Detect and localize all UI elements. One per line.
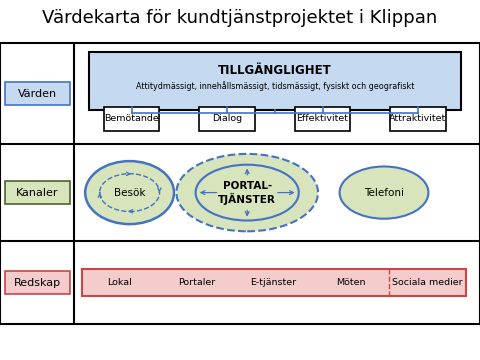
FancyBboxPatch shape: [5, 271, 70, 294]
Text: Kanaler: Kanaler: [16, 188, 59, 198]
Text: Effektivitet: Effektivitet: [297, 114, 348, 123]
FancyBboxPatch shape: [5, 181, 70, 204]
Text: Attraktivitet: Attraktivitet: [389, 114, 446, 123]
Text: Attitydmässigt, innehållsmässigt, tidsmässigt, fysiskt och geografiskt: Attitydmässigt, innehållsmässigt, tidsmä…: [136, 81, 414, 91]
Text: Bemötande: Bemötande: [104, 114, 159, 123]
Ellipse shape: [340, 166, 429, 219]
FancyBboxPatch shape: [199, 107, 255, 131]
Text: Värdekarta för kundtjänstprojektet i Klippan: Värdekarta för kundtjänstprojektet i Kli…: [42, 9, 438, 27]
FancyBboxPatch shape: [5, 82, 70, 105]
FancyBboxPatch shape: [89, 52, 461, 110]
Text: PORTAL-
TJÄNSTER: PORTAL- TJÄNSTER: [218, 181, 276, 204]
FancyBboxPatch shape: [295, 107, 350, 131]
Ellipse shape: [85, 161, 174, 224]
FancyBboxPatch shape: [104, 107, 159, 131]
Ellipse shape: [177, 154, 318, 231]
Text: Portaler: Portaler: [178, 278, 216, 287]
Text: Sociala medier: Sociala medier: [392, 278, 463, 287]
Text: Lokal: Lokal: [108, 278, 132, 287]
Text: TILLGÄNGLIGHET: TILLGÄNGLIGHET: [218, 64, 332, 77]
Text: Redskap: Redskap: [13, 278, 61, 288]
Text: Besök: Besök: [114, 188, 145, 198]
Text: Värden: Värden: [18, 89, 57, 99]
Text: Telefoni: Telefoni: [364, 188, 404, 198]
Text: E-tjänster: E-tjänster: [251, 278, 297, 287]
FancyBboxPatch shape: [390, 107, 445, 131]
Text: Möten: Möten: [336, 278, 365, 287]
FancyBboxPatch shape: [82, 269, 466, 296]
Text: Dialog: Dialog: [212, 114, 242, 123]
